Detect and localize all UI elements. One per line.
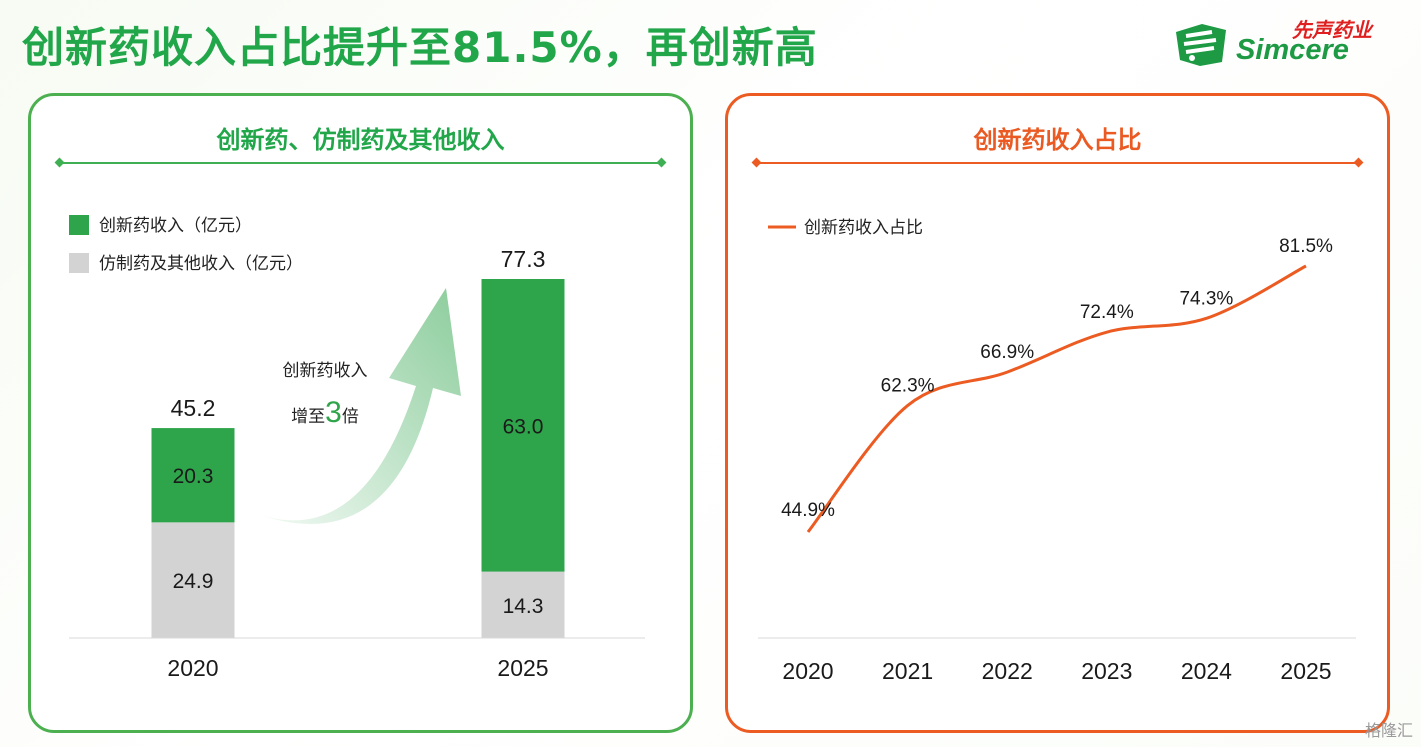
callout-line2: 增至3倍: [291, 396, 359, 429]
watermark: 格隆汇: [1364, 721, 1413, 740]
bar-segment: [481, 279, 565, 572]
x-tick-label: 2025: [497, 655, 548, 681]
ratio-panel-title: 创新药收入占比: [973, 126, 1142, 154]
callout-pre: 增至: [291, 407, 325, 427]
legend-label: 创新药收入（亿元）: [99, 216, 252, 236]
panel-divider: [54, 157, 667, 168]
bar-value-label: 63.0: [503, 415, 544, 438]
bar-value-label: 20.3: [173, 465, 214, 488]
page-title: 创新药收入占比提升至81.5%，再创新高: [22, 23, 818, 72]
x-tick-label: 2020: [167, 655, 218, 681]
legend-swatch: [69, 215, 89, 235]
bar-segment: [151, 522, 235, 638]
line-chart: 创新药收入占比 44.9% 2020 62.3% 2021 66.9% 2022 72.4%…: [758, 218, 1356, 684]
logo-mark-icon: [1176, 24, 1226, 66]
point-value-label: 81.5%: [1279, 236, 1333, 257]
bar-value-label: 14.3: [503, 595, 544, 618]
x-tick-label: 2021: [882, 658, 933, 684]
x-tick-label: 2024: [1181, 658, 1232, 684]
callout-line1: 创新药收入: [283, 361, 368, 381]
ratio-panel: 创新药收入占比 创新药收入占比 44.9% 2020 62.3% 2021 66.9% 2…: [725, 93, 1390, 733]
legend-swatch: [69, 253, 89, 273]
legend-label: 创新药收入占比: [804, 218, 923, 238]
callout-num: 3: [325, 396, 342, 429]
x-tick-label: 2025: [1280, 658, 1331, 684]
company-logo: 先声药业 Simcere: [1172, 14, 1404, 66]
point-value-label: 62.3%: [881, 376, 935, 397]
point-value-label: 72.4%: [1080, 302, 1134, 323]
logo-cn-text: 先声药业: [1292, 18, 1372, 42]
callout-post: 倍: [342, 407, 359, 427]
x-tick-label: 2020: [782, 658, 833, 684]
panel-divider: [751, 157, 1364, 168]
point-value-label: 44.9%: [781, 500, 835, 521]
bar-total-label: 45.2: [171, 395, 216, 421]
x-tick-label: 2023: [1081, 658, 1132, 684]
bar-segment: [481, 571, 565, 638]
revenue-panel: 创新药、仿制药及其他收入 创新药收入（亿元） 仿制药及其他收入（亿元） 24.9 2…: [28, 93, 693, 733]
point-value-label: 66.9%: [980, 342, 1034, 363]
growth-arrow-icon: [249, 288, 461, 524]
x-tick-label: 2022: [982, 658, 1033, 684]
point-value-label: 74.3%: [1179, 288, 1233, 309]
legend-label: 仿制药及其他收入（亿元）: [99, 254, 303, 274]
stacked-bar-chart: 创新药收入（亿元） 仿制药及其他收入（亿元） 24.9 20.3 45.2 2020 14…: [69, 215, 645, 681]
series-line: [806, 264, 1307, 533]
bar-segment: [151, 428, 235, 523]
bar-total-label: 77.3: [501, 246, 546, 272]
bar-value-label: 24.9: [173, 570, 214, 593]
logo-en-text: Simcere: [1236, 34, 1349, 66]
revenue-panel-title: 创新药、仿制药及其他收入: [216, 126, 505, 154]
